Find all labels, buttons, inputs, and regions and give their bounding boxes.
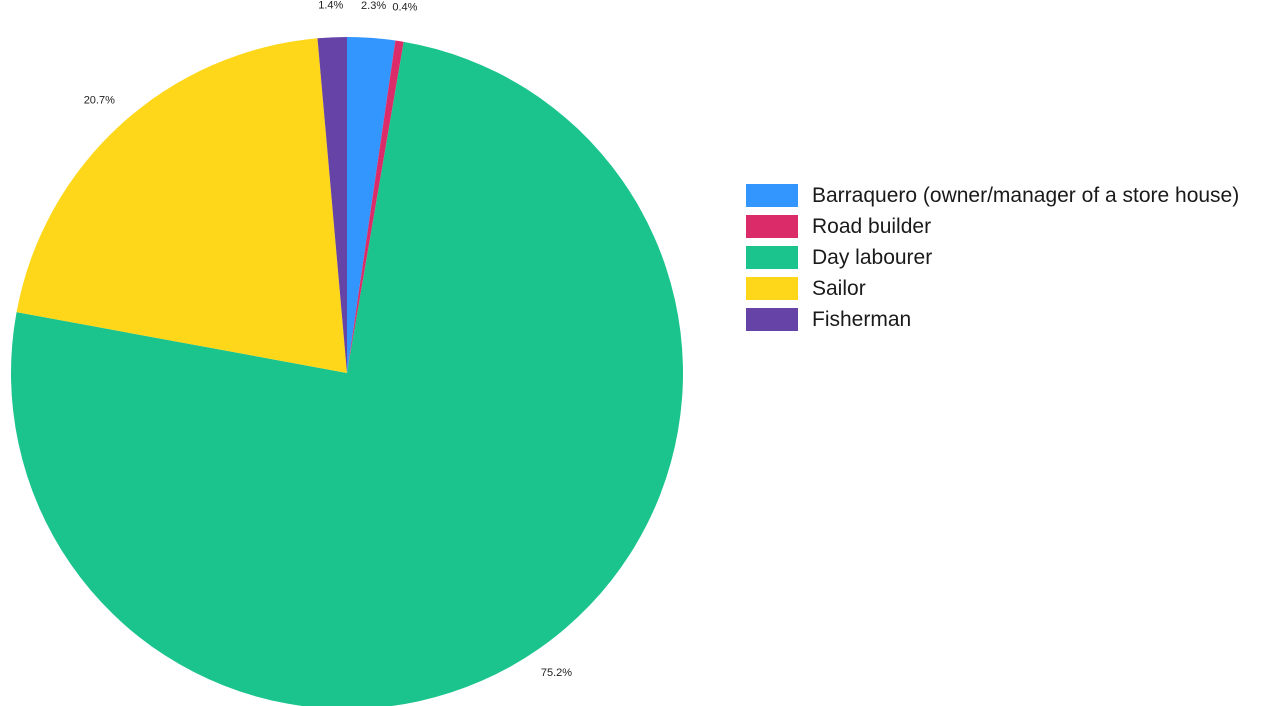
legend-label: Sailor — [812, 276, 866, 300]
slice-percent-label: 2.3% — [361, 0, 386, 12]
legend-item[interactable]: Barraquero (owner/manager of a store hou… — [746, 180, 1239, 211]
legend-label: Fisherman — [812, 307, 912, 331]
slice-percent-label: 0.4% — [392, 2, 417, 14]
legend-swatch — [746, 246, 798, 269]
slice-percent-label: 75.2% — [541, 667, 572, 679]
legend-label: Road builder — [812, 214, 932, 238]
slice-percent-label: 1.4% — [318, 0, 343, 11]
legend-label: Day labourer — [812, 245, 933, 269]
legend-item[interactable]: Day labourer — [746, 242, 1239, 273]
legend-label: Barraquero (owner/manager of a store hou… — [812, 183, 1240, 207]
legend-item[interactable]: Road builder — [746, 211, 1239, 242]
pie-slices — [10, 37, 683, 706]
legend-swatch — [746, 184, 798, 207]
legend-swatch — [746, 277, 798, 300]
pie-slice-barraquero-owner-manager-of-a-store-house — [347, 37, 396, 373]
pie-slice-labels: 2.3% 0.4% 75.2% 20.7% 1.4% — [84, 0, 573, 679]
slice-percent-label: 20.7% — [84, 95, 115, 107]
pie-slice-day-labourer — [10, 41, 683, 706]
legend-item[interactable]: Fisherman — [746, 304, 1239, 335]
legend-swatch — [746, 215, 798, 238]
pie-slice-sailor — [16, 38, 348, 374]
pie-slice-fisherman — [317, 37, 347, 373]
legend-swatch — [746, 308, 798, 331]
legend-item[interactable]: Sailor — [746, 273, 1239, 304]
legend: Barraquero (owner/manager of a store hou… — [746, 180, 1239, 335]
pie-slice-road-builder — [347, 40, 404, 373]
